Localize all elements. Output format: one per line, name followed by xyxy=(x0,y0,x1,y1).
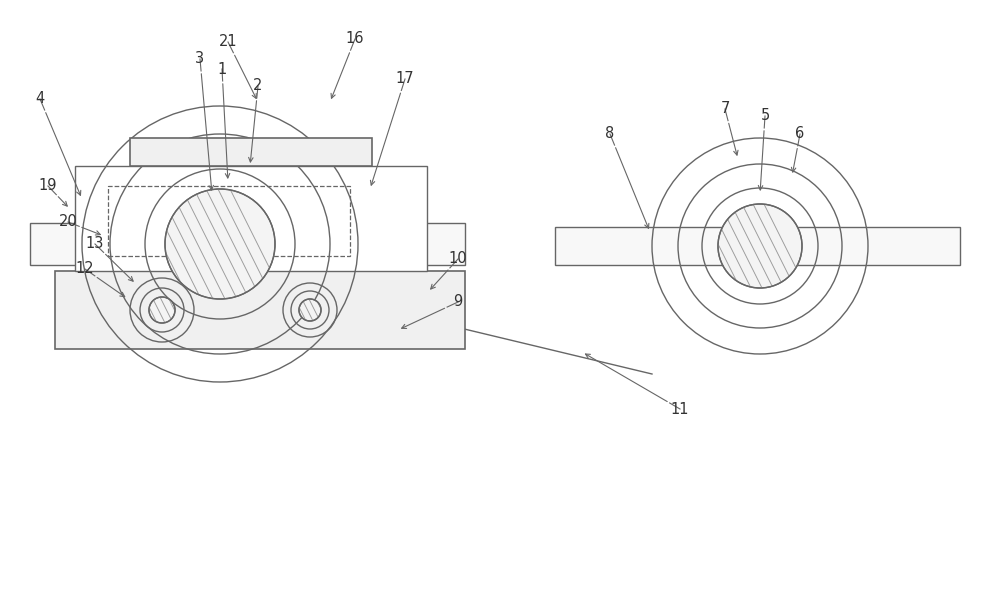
Text: 4: 4 xyxy=(35,91,45,106)
Text: 3: 3 xyxy=(195,51,205,66)
Bar xyxy=(555,227,960,265)
Text: 6: 6 xyxy=(795,126,805,141)
Text: 21: 21 xyxy=(219,34,237,50)
Text: 7: 7 xyxy=(720,101,730,117)
Circle shape xyxy=(718,204,802,288)
Circle shape xyxy=(149,297,175,323)
Text: 5: 5 xyxy=(760,109,770,123)
Text: 12: 12 xyxy=(76,262,94,277)
Text: 1: 1 xyxy=(217,62,227,77)
Circle shape xyxy=(299,299,321,321)
Text: 2: 2 xyxy=(253,79,263,94)
Text: 16: 16 xyxy=(346,31,364,47)
Text: 9: 9 xyxy=(453,295,463,309)
Bar xyxy=(30,223,465,265)
Bar xyxy=(55,271,465,349)
Text: 11: 11 xyxy=(671,402,689,417)
Text: 19: 19 xyxy=(39,179,57,193)
Text: 10: 10 xyxy=(449,251,467,266)
Text: 20: 20 xyxy=(59,214,77,230)
Bar xyxy=(130,138,372,166)
Text: 17: 17 xyxy=(396,71,414,86)
Text: 13: 13 xyxy=(86,237,104,251)
Bar xyxy=(108,186,350,256)
Bar xyxy=(75,166,427,271)
Circle shape xyxy=(165,189,275,299)
Text: 8: 8 xyxy=(605,126,615,141)
